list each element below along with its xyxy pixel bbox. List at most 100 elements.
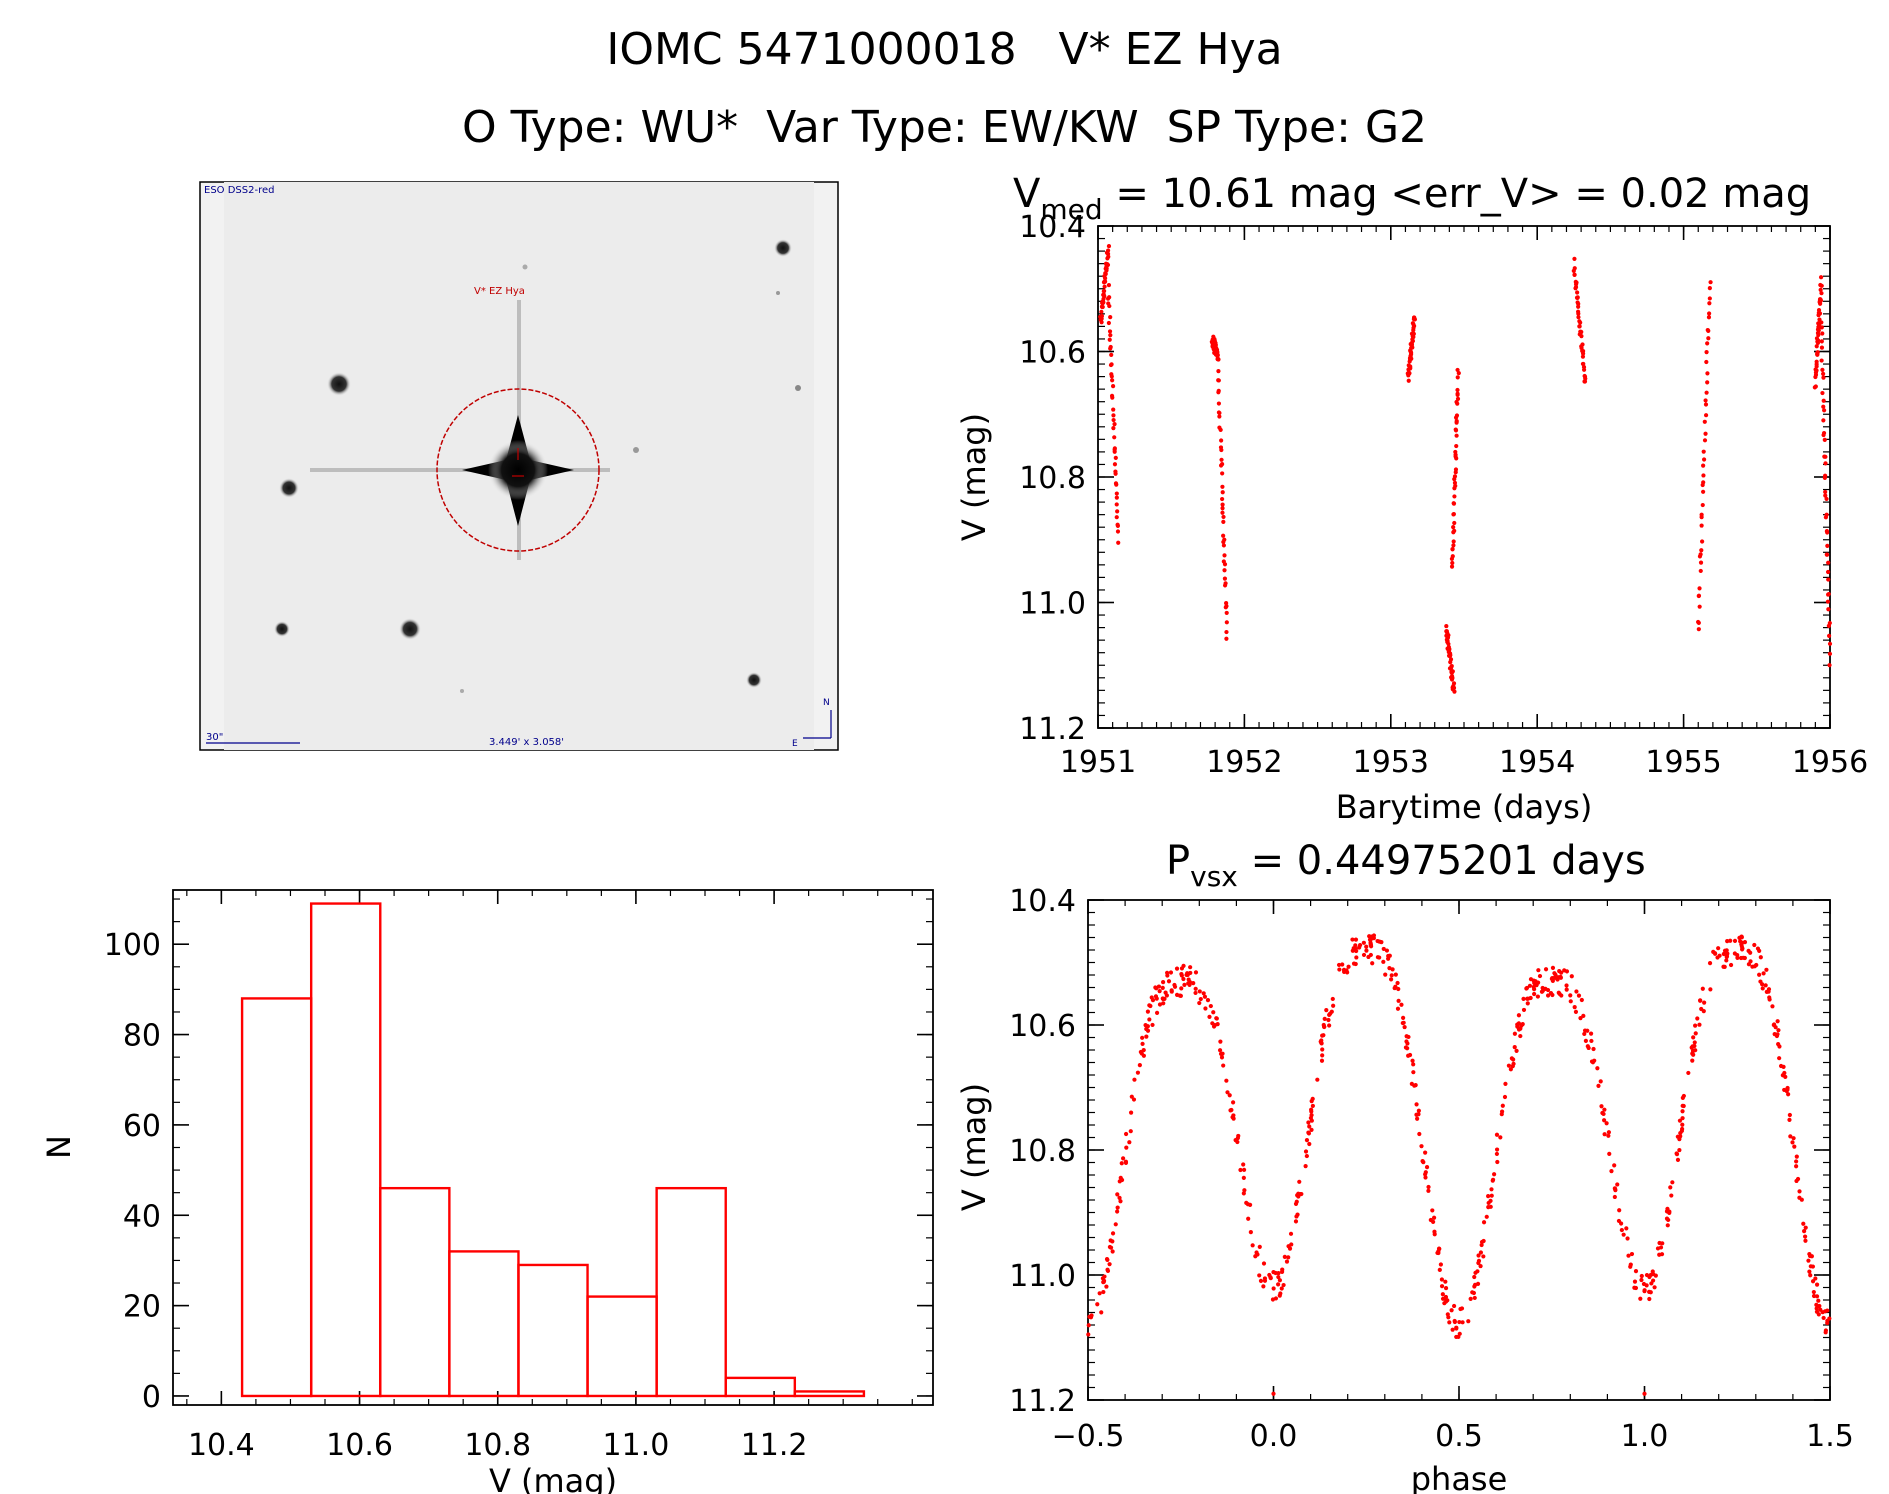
histogram-bar	[655, 1186, 727, 1398]
phase-point	[1392, 985, 1397, 991]
lightcurve-point	[1102, 288, 1107, 294]
lightcurve-point	[1216, 401, 1221, 406]
lightcurve-point	[1221, 543, 1226, 548]
phase-point	[1518, 1026, 1523, 1031]
phase-point	[1556, 990, 1561, 995]
phase-outlier-point	[1271, 1391, 1276, 1396]
phase-point	[1564, 969, 1570, 974]
lightcurve-panel: Vmed = 10.61 mag <err_V> = 0.02 mag 1951…	[955, 171, 1868, 826]
phase-point	[1451, 1303, 1457, 1309]
lightcurve-xlabel: Barytime (days)	[1336, 788, 1593, 826]
phase-point	[1137, 1063, 1142, 1068]
finder-survey-label: ESO DSS2-red	[204, 185, 274, 196]
phase-point	[1257, 1244, 1262, 1249]
lightcurve-point	[1408, 349, 1413, 354]
phase-point	[1532, 991, 1537, 997]
lightcurve-point	[1579, 334, 1584, 339]
phase-point	[1792, 1144, 1797, 1149]
phase-point	[1619, 1227, 1624, 1233]
phase-point	[1625, 1236, 1630, 1241]
phase-point	[1331, 1003, 1336, 1008]
phase-point	[1415, 1116, 1420, 1121]
phase-point	[1602, 1132, 1607, 1137]
lightcurve-point	[1453, 449, 1458, 455]
lightcurve-point	[1826, 591, 1831, 597]
phase-point	[1210, 1021, 1215, 1026]
phase-point	[1606, 1130, 1611, 1135]
phase-point	[1760, 986, 1765, 991]
phase-point	[1817, 1303, 1822, 1309]
figure-title-line1: IOMC 5471000018 V* EZ Hya	[606, 24, 1283, 75]
phase-point	[1602, 1118, 1607, 1123]
phase-point	[1208, 1003, 1213, 1009]
lightcurve-point	[1698, 568, 1703, 574]
phase-point	[1393, 972, 1398, 977]
phase-point	[1786, 1092, 1791, 1097]
lightcurve-point	[1703, 431, 1708, 436]
phase-point	[1164, 993, 1169, 998]
phase-point	[1156, 984, 1162, 989]
lightcurve-point	[1819, 345, 1825, 350]
lightcurve-point	[1222, 583, 1228, 588]
lightcurve-point	[1409, 356, 1414, 361]
lightcurve-point	[1576, 311, 1581, 316]
phase-point	[1564, 983, 1569, 988]
phase-point	[1604, 1121, 1609, 1126]
phase-point	[1153, 994, 1159, 999]
phase-point	[1475, 1281, 1481, 1286]
phase-title: Pvsx = 0.44975201 days	[1166, 838, 1646, 893]
lightcurve-point	[1452, 689, 1457, 694]
lightcurve-point	[1219, 457, 1224, 462]
phase-point	[1498, 1135, 1503, 1140]
phase-point	[1748, 959, 1753, 964]
phase-point	[1472, 1274, 1477, 1280]
phase-point	[1680, 1095, 1685, 1100]
field-star	[522, 264, 528, 270]
phase-point	[1438, 1262, 1443, 1267]
phase-point	[1377, 955, 1382, 960]
lightcurve-point	[1701, 457, 1707, 462]
x-tick-label: 11.0	[603, 1428, 670, 1463]
lightcurve-point	[1455, 401, 1460, 406]
phase-point	[1115, 1205, 1120, 1210]
x-tick-label: 1955	[1645, 745, 1721, 780]
phase-point	[1612, 1163, 1617, 1168]
phase-point	[1735, 953, 1740, 958]
phase-point	[1814, 1294, 1820, 1299]
phase-point	[1728, 938, 1733, 943]
x-tick-label: 1956	[1792, 745, 1868, 780]
phase-point	[1583, 1038, 1588, 1043]
lightcurve-point	[1825, 552, 1830, 557]
phase-point	[1564, 987, 1569, 992]
phase-point	[1420, 1159, 1425, 1164]
lightcurve-point	[1696, 593, 1702, 598]
lightcurve-point	[1576, 315, 1581, 320]
phase-point	[1364, 948, 1369, 953]
lightcurve-point	[1703, 413, 1709, 418]
phase-point	[1361, 940, 1366, 945]
phase-point	[1742, 940, 1748, 945]
lightcurve-point	[1705, 380, 1710, 385]
finder-target-label: V* EZ Hya	[474, 286, 525, 297]
phase-point	[1104, 1284, 1109, 1289]
lightcurve-point	[1822, 475, 1827, 480]
phase-point	[1758, 979, 1763, 984]
lightcurve-point	[1103, 271, 1108, 277]
phase-point	[1241, 1191, 1246, 1196]
phase-point	[1241, 1175, 1246, 1180]
lightcurve-point	[1580, 351, 1586, 356]
histogram-axes: 10.4 10.6 10.8 11.0 11.2 0 20 40 60 80 100	[104, 890, 933, 1463]
phase-point	[1490, 1177, 1496, 1182]
phase-point	[1124, 1145, 1129, 1150]
phase-point	[1268, 1276, 1273, 1281]
phase-point	[1788, 1134, 1793, 1139]
phase-point	[1187, 982, 1192, 987]
phase-point	[1758, 955, 1763, 960]
phase-point	[1700, 986, 1705, 991]
phase-point	[1539, 989, 1545, 994]
phase-point	[1354, 948, 1359, 954]
lightcurve-point	[1821, 371, 1826, 377]
lightcurve-point	[1697, 604, 1702, 609]
phase-point	[1626, 1253, 1631, 1258]
lightcurve-point	[1220, 506, 1225, 511]
